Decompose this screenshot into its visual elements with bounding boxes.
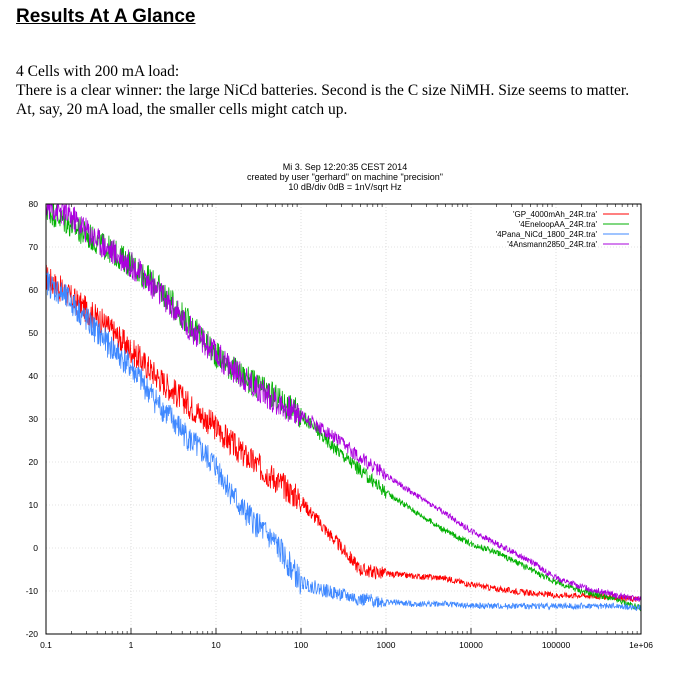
x-tick-label: 10000 <box>459 640 483 650</box>
chart-title: Mi 3. Sep 12:20:35 CEST 2014 <box>283 162 407 172</box>
y-tick-label: 10 <box>29 500 39 510</box>
y-tick-label: 70 <box>29 242 39 252</box>
noise-spectrum-chart: Mi 3. Sep 12:20:35 CEST 2014 created by … <box>26 162 654 650</box>
x-tick-label: 1000 <box>377 640 396 650</box>
x-tick-label: 100000 <box>542 640 571 650</box>
legend-entry-label: '4EneloopAA_24R.tra' <box>519 220 598 229</box>
legend-entry-label: '4Ansmann2850_24R.tra' <box>507 240 597 249</box>
x-tick-label: 1 <box>129 640 134 650</box>
chart-scale-note: 10 dB/div 0dB = 1nV/sqrt Hz <box>288 182 402 192</box>
y-tick-label: 0 <box>33 543 38 553</box>
chart-subtitle: created by user "gerhard" on machine "pr… <box>247 172 443 182</box>
series-line-3 <box>45 203 642 602</box>
series-line-1 <box>45 203 642 612</box>
page-heading: Results At A Glance <box>16 6 196 27</box>
legend-entry-label: '4Pana_NiCd_1800_24R.tra' <box>496 230 598 239</box>
paragraph-line-3: At, say, 20 mA load, the smaller cells m… <box>16 101 348 118</box>
x-tick-label: 0.1 <box>40 640 52 650</box>
y-tick-label: 30 <box>29 414 39 424</box>
paragraph-line-1: 4 Cells with 200 mA load: <box>16 63 180 80</box>
y-tick-label: 60 <box>29 285 39 295</box>
series-line-2 <box>45 269 642 612</box>
y-tick-label: 40 <box>29 371 39 381</box>
series-line-0 <box>45 264 642 603</box>
x-tick-label: 100 <box>294 640 308 650</box>
x-tick-label: 1e+06 <box>629 640 653 650</box>
y-tick-label: 50 <box>29 328 39 338</box>
intro-paragraph: 4 Cells with 200 mA load: There is a cle… <box>16 62 666 119</box>
y-tick-label: -20 <box>26 629 39 639</box>
legend-entry-label: 'GP_4000mAh_24R.tra' <box>513 210 597 219</box>
y-tick-label: -10 <box>26 586 39 596</box>
x-tick-label: 10 <box>211 640 221 650</box>
y-tick-label: 20 <box>29 457 39 467</box>
paragraph-line-2: There is a clear winner: the large NiCd … <box>16 82 630 99</box>
y-tick-label: 80 <box>29 199 39 209</box>
plot-frame <box>45 203 642 635</box>
